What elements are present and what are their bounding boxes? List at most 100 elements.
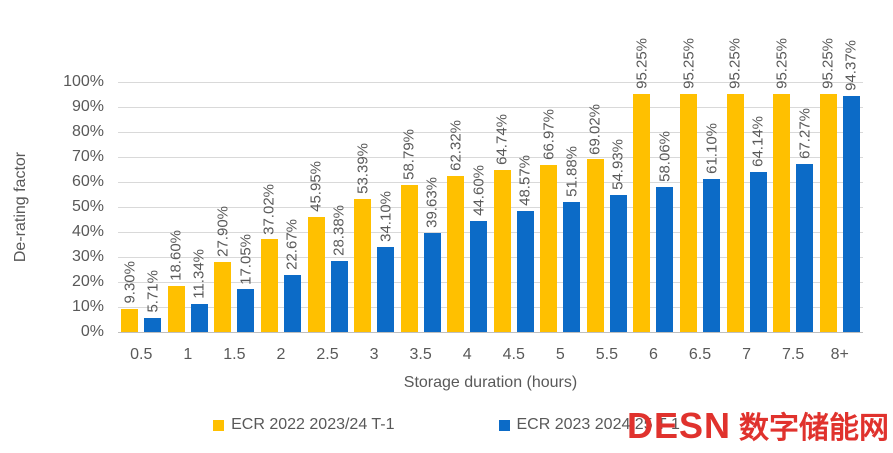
bar-group-8+: 95.25% 94.37% (816, 38, 863, 332)
bar-value-label: 28.38% (330, 205, 348, 257)
bar-series1-7: 95.25% (726, 38, 744, 332)
legend: ECR 2022 2023/24 T-1 ECR 2023 2024/25 T-… (0, 416, 893, 434)
bar-group-6: 95.25% 58.06% (630, 38, 677, 332)
bar-value-label: 22.67% (283, 219, 301, 271)
bar-value-label: 95.25% (773, 38, 791, 89)
gridline (118, 157, 863, 158)
bar-value-label: 69.02% (586, 103, 604, 155)
bar-value-label: 5.71% (144, 270, 162, 313)
bar-group-6.5: 95.25% 61.10% (677, 38, 724, 332)
bar-value-label: 58.06% (656, 130, 674, 182)
bar-series1-1: 18.60% (167, 230, 185, 332)
bar-series1-0.5: 9.30% (121, 261, 139, 332)
bar-value-label: 95.25% (819, 38, 837, 89)
bar-value-label: 66.97% (540, 108, 558, 160)
gridline (118, 182, 863, 183)
bar-value-label: 67.27% (796, 107, 814, 159)
bar-group-2.5: 45.95% 28.38% (304, 82, 351, 332)
gridline (118, 232, 863, 233)
bar-series1-5.5: 69.02% (586, 104, 604, 332)
bar-group-5.5: 69.02% 54.93% (584, 82, 631, 332)
bar-series2-6.5: 61.10% (703, 123, 721, 332)
bar-value-label: 45.95% (307, 161, 325, 213)
bar-series2-1: 11.34% (190, 249, 208, 332)
y-tick-label: 20% (71, 273, 104, 290)
legend-item-ecr-2023: ECR 2023 2024/25 T-1 (498, 416, 680, 434)
bar-series1-3.5: 58.79% (400, 129, 418, 332)
bar-series1-3: 53.39% (354, 143, 372, 332)
bar-series2-4: 44.60% (470, 165, 488, 332)
y-tick-label: 80% (71, 123, 104, 140)
bar-series1-8+: 95.25% (819, 38, 837, 332)
bar-value-label: 34.10% (377, 190, 395, 242)
x-tick-label: 6.5 (688, 346, 712, 363)
bar-group-7.5: 95.25% 67.27% (770, 38, 817, 332)
bar-group-1.5: 27.90% 17.05% (211, 82, 258, 332)
gridline (118, 307, 863, 308)
bar-value-label: 58.79% (400, 129, 418, 181)
bar-groups: 9.30% 5.71% 18.60% 11.34% 27.90% 17.05% 37.02%… (118, 38, 863, 332)
bar-series1-4: 62.32% (447, 120, 465, 332)
bar-group-7: 95.25% 64.14% (723, 38, 770, 332)
bar-group-3: 53.39% 34.10% (351, 82, 398, 332)
bar-group-2: 37.02% 22.67% (258, 82, 305, 332)
bar-series1-6: 95.25% (633, 38, 651, 332)
bar-value-label: 11.34% (190, 248, 208, 299)
bar-value-label: 39.63% (423, 177, 441, 228)
x-axis-ticks: 0.5 1 1.5 2 2.5 3 3.5 4 4.5 5 5.5 6 6.5 7 7.5 8+ (118, 346, 863, 364)
watermark-cjk-text: 数字储能网 (739, 412, 889, 445)
gridline (118, 257, 863, 258)
x-tick-label: 7.5 (782, 346, 805, 363)
bar-series1-6.5: 95.25% (680, 38, 698, 332)
bar-series1-2: 37.02% (260, 184, 278, 332)
x-tick-label: 3.5 (409, 346, 432, 363)
bar-series1-4.5: 64.74% (493, 114, 511, 332)
y-tick-label: 40% (71, 223, 104, 240)
plot-area: 9.30% 5.71% 18.60% 11.34% 27.90% 17.05% 37.02%… (118, 38, 863, 333)
x-tick-label: 5.5 (595, 346, 619, 363)
bar-group-5: 66.97% 51.88% (537, 82, 584, 332)
legend-swatch-yellow (213, 419, 225, 431)
gridline (118, 207, 863, 208)
bar-value-label: 53.39% (354, 142, 372, 194)
bar-value-label: 9.30% (121, 261, 139, 304)
x-tick-label: 7 (742, 346, 752, 363)
bar-series2-5: 51.88% (563, 146, 581, 332)
bar-series2-1.5: 17.05% (237, 234, 255, 332)
bar-series2-3: 34.10% (377, 191, 395, 332)
bar-series1-2.5: 45.95% (307, 161, 325, 332)
bar-series2-7.5: 67.27% (796, 108, 814, 332)
legend-label-ecr-2022: ECR 2022 2023/24 T-1 (231, 416, 395, 433)
bar-series2-7: 64.14% (749, 116, 767, 332)
gridline (118, 82, 863, 83)
bar-value-label: 27.90% (214, 206, 232, 258)
y-tick-label: 0% (80, 323, 104, 340)
x-tick-label: 6 (649, 346, 658, 363)
y-tick-label: 70% (71, 148, 104, 165)
y-tick-label: 90% (71, 98, 104, 115)
x-tick-label: 4.5 (502, 346, 525, 363)
bar-value-label: 61.10% (703, 123, 721, 175)
bar-series2-3.5: 39.63% (423, 177, 441, 332)
bar-value-label: 44.60% (470, 164, 488, 216)
y-axis-ticks: 100% 90% 80% 70% 60% 50% 40% 30% 20% 10% 0% (0, 73, 110, 340)
watermark-latin-text: DESN (626, 405, 731, 446)
legend-label-ecr-2023: ECR 2023 2024/25 T-1 (516, 416, 680, 433)
bar-group-1: 18.60% 11.34% (165, 82, 212, 332)
bar-value-label: 51.88% (563, 146, 581, 198)
bar-group-4: 62.32% 44.60% (444, 82, 491, 332)
bar-series2-4.5: 48.57% (516, 155, 534, 332)
bar-value-label: 48.57% (516, 154, 534, 206)
bar-value-label: 62.32% (447, 120, 465, 172)
bar-series2-2: 22.67% (283, 219, 301, 332)
bar-group-0.5: 9.30% 5.71% (118, 82, 165, 332)
gridline (118, 282, 863, 283)
x-tick-label: 2.5 (316, 346, 339, 363)
bar-series2-2.5: 28.38% (330, 205, 348, 332)
bar-value-label: 37.02% (260, 183, 278, 235)
x-tick-label: 3 (369, 346, 379, 363)
bar-series2-5.5: 54.93% (609, 139, 627, 332)
x-tick-label: 8+ (830, 346, 849, 363)
bar-series1-5: 66.97% (540, 109, 558, 332)
y-tick-label: 50% (71, 198, 104, 215)
